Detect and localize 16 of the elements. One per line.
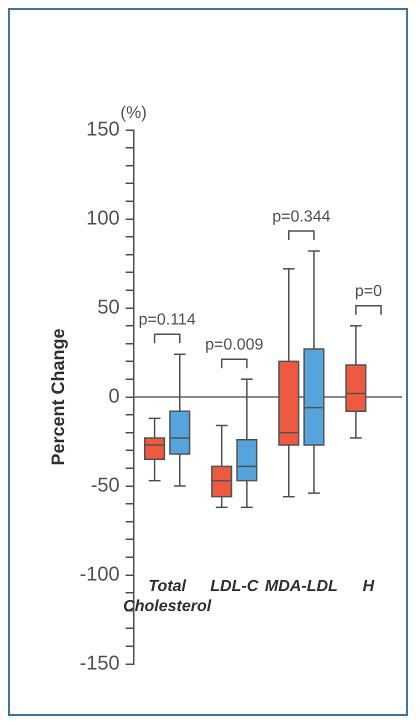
y-axis-title: Percent Change xyxy=(48,328,68,466)
y-tick-label: -100 xyxy=(80,564,120,586)
x-tick-label: H xyxy=(362,578,375,595)
text: (%) xyxy=(120,103,147,122)
x-tick-label: MDA-LDL xyxy=(264,578,338,595)
y-tick-label: -150 xyxy=(80,652,120,675)
annotation: p=0.009 xyxy=(205,336,264,354)
y-tick-label: 0 xyxy=(108,386,120,408)
y-tick-label: 100 xyxy=(86,208,120,230)
annotation: p=0.344 xyxy=(272,208,331,226)
x-tick-label: LDL-C xyxy=(210,578,259,595)
annotation: p=0 xyxy=(354,283,382,300)
annotation: p=0.114 xyxy=(138,312,196,329)
y-tick-label: 150 xyxy=(86,118,120,141)
y-tick-label: -50 xyxy=(90,474,120,497)
y-tick-label: 50 xyxy=(97,296,120,319)
